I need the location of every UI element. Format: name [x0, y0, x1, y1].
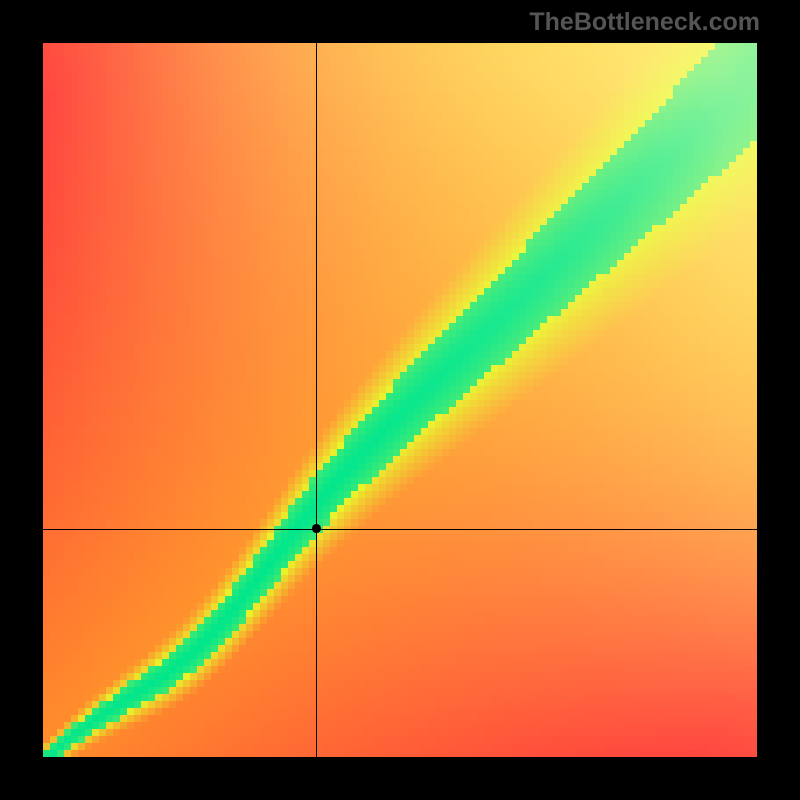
- bottleneck-heatmap-canvas: [0, 0, 800, 800]
- watermark-text: TheBottleneck.com: [529, 8, 760, 37]
